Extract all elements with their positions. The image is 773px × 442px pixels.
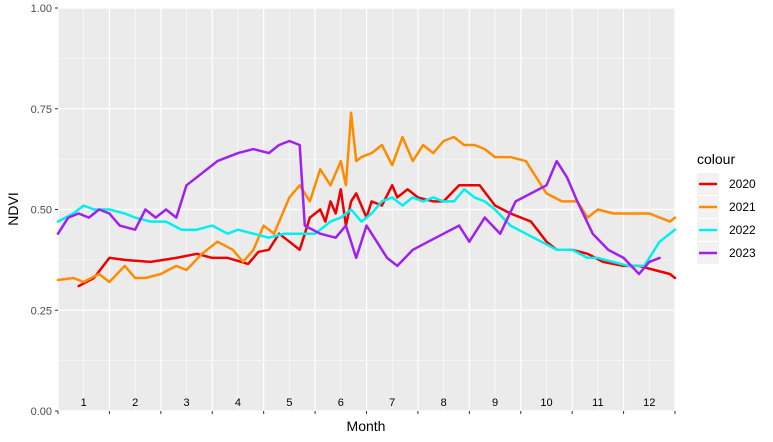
- legend-label-2022: 2022: [729, 223, 756, 237]
- x-axis-title: Month: [347, 418, 386, 434]
- y-axis-title: NDVI: [5, 192, 21, 225]
- legend-label-2020: 2020: [729, 177, 756, 191]
- series-line-2022: [56, 188, 677, 268]
- y-axis: 0.00 0.25 0.50 0.75 1.00: [31, 3, 58, 418]
- x-axis: [57, 411, 676, 414]
- month-label: 8: [441, 397, 447, 409]
- y-tick-label: 0.00: [31, 406, 52, 418]
- series-line-2021: [56, 111, 677, 284]
- series-line-2023: [56, 139, 661, 276]
- y-tick-label: 0.75: [31, 104, 52, 116]
- series-lines: [56, 111, 677, 288]
- y-tick-label: 0.50: [31, 205, 52, 217]
- month-label: 10: [540, 397, 552, 409]
- month-label: 9: [492, 397, 498, 409]
- month-label: 11: [592, 397, 603, 409]
- month-label: 7: [389, 397, 395, 409]
- month-label: 6: [338, 397, 344, 409]
- month-labels: 1 2 3 4 5 6 7 8 9 10 11 12: [81, 397, 656, 409]
- y-tick-label: 0.25: [31, 305, 52, 317]
- legend: colour 2020 2021 2022 2023: [697, 151, 756, 264]
- legend-title: colour: [697, 151, 735, 167]
- legend-label-2021: 2021: [729, 200, 756, 214]
- legend-items: 2020 2021 2022 2023: [697, 173, 756, 264]
- month-label: 2: [132, 397, 138, 409]
- month-label: 1: [81, 397, 87, 409]
- month-label: 12: [643, 397, 655, 409]
- month-label: 3: [183, 397, 189, 409]
- month-label: 4: [235, 397, 241, 409]
- y-tick-label: 1.00: [31, 3, 52, 15]
- legend-label-2023: 2023: [729, 246, 756, 260]
- month-label: 5: [286, 397, 292, 409]
